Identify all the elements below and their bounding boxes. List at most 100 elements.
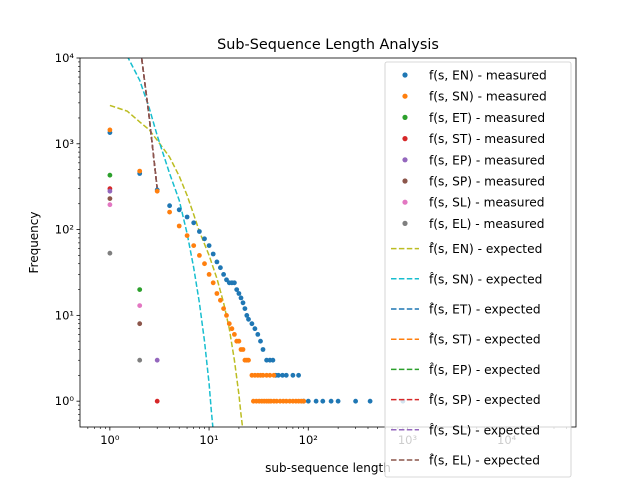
data-point-4 bbox=[154, 357, 160, 363]
data-point-0 bbox=[176, 207, 182, 213]
data-point-1 bbox=[214, 291, 220, 296]
data-point-0 bbox=[246, 316, 251, 322]
data-point-1 bbox=[260, 372, 266, 378]
data-point-0 bbox=[191, 220, 197, 226]
data-point-0 bbox=[258, 338, 263, 344]
legend: f(s, EN) - measured f(s, SN) - measured f(… bbox=[384, 61, 572, 478]
legend-box bbox=[384, 61, 572, 478]
y-tick-label: 10⁰ bbox=[55, 394, 75, 408]
legend-label: f(s, SL) - measured bbox=[429, 196, 544, 210]
legend-marker bbox=[402, 136, 408, 142]
data-point-1 bbox=[221, 306, 227, 311]
x-tick-label: 10² bbox=[299, 433, 318, 447]
y-tick-label: 10⁴ bbox=[55, 51, 75, 65]
legend-label: f̂(s, EL) - expected bbox=[429, 453, 540, 467]
data-point-0 bbox=[313, 398, 319, 404]
data-point-0 bbox=[240, 300, 246, 306]
legend-label: f̂(s, SL) - expected bbox=[429, 423, 540, 437]
data-point-1 bbox=[267, 372, 273, 378]
data-point-5 bbox=[137, 321, 143, 327]
data-point-0 bbox=[255, 332, 261, 337]
chart-title: Sub-Sequence Length Analysis bbox=[217, 37, 439, 53]
data-point-0 bbox=[320, 398, 326, 404]
data-point-1 bbox=[232, 332, 237, 337]
data-point-1 bbox=[264, 372, 269, 378]
data-point-0 bbox=[184, 214, 190, 220]
y-axis-label: Frequency bbox=[27, 212, 41, 274]
data-point-0 bbox=[367, 398, 373, 404]
data-point-0 bbox=[264, 357, 269, 363]
data-point-1 bbox=[191, 243, 197, 249]
data-point-0 bbox=[210, 251, 216, 257]
data-point-0 bbox=[236, 291, 242, 296]
data-point-0 bbox=[202, 236, 207, 242]
data-point-1 bbox=[184, 233, 190, 239]
legend-label: f(s, SP) - measured bbox=[429, 175, 545, 189]
legend-label: f(s, ST) - measured bbox=[429, 132, 545, 146]
data-point-2 bbox=[137, 287, 143, 292]
y-tick-label: 10¹ bbox=[55, 308, 74, 322]
data-point-0 bbox=[353, 398, 358, 404]
data-point-5 bbox=[107, 196, 113, 202]
data-point-1 bbox=[206, 272, 212, 277]
legend-label: f̂(s, ET) - expected bbox=[429, 302, 541, 316]
data-point-1 bbox=[137, 168, 143, 174]
legend-label: f(s, EP) - measured bbox=[429, 153, 545, 167]
measured-points bbox=[107, 127, 406, 404]
data-point-1 bbox=[240, 347, 246, 352]
data-point-1 bbox=[176, 223, 182, 229]
legend-label: f(s, ET) - measured bbox=[429, 111, 545, 125]
data-point-1 bbox=[274, 398, 279, 404]
data-point-0 bbox=[328, 398, 334, 404]
data-point-1 bbox=[271, 372, 277, 378]
data-point-0 bbox=[296, 372, 301, 378]
data-point-3 bbox=[154, 398, 160, 404]
data-point-0 bbox=[224, 277, 229, 283]
expected-line-1 bbox=[127, 58, 214, 427]
y-tick-label: 10² bbox=[55, 223, 74, 237]
data-point-0 bbox=[232, 280, 237, 286]
data-point-0 bbox=[218, 265, 223, 271]
data-point-0 bbox=[290, 372, 296, 378]
data-point-0 bbox=[335, 398, 341, 404]
data-point-0 bbox=[280, 372, 285, 378]
data-point-0 bbox=[242, 306, 248, 311]
data-point-1 bbox=[236, 338, 242, 344]
legend-marker bbox=[402, 178, 408, 184]
x-axis-label: sub-sequence length bbox=[265, 461, 391, 475]
expected-lines bbox=[109, 58, 244, 427]
data-point-0 bbox=[206, 243, 212, 249]
data-point-0 bbox=[244, 313, 250, 318]
data-point-0 bbox=[197, 229, 202, 234]
data-point-2 bbox=[107, 172, 113, 178]
legend-label: f̂(s, SN) - expected bbox=[429, 272, 542, 286]
data-point-1 bbox=[167, 209, 173, 215]
data-point-1 bbox=[107, 127, 113, 133]
data-point-1 bbox=[226, 321, 232, 327]
data-point-1 bbox=[301, 398, 307, 404]
data-point-6 bbox=[107, 202, 113, 208]
data-point-4 bbox=[107, 188, 113, 194]
data-point-1 bbox=[210, 280, 216, 286]
data-point-0 bbox=[167, 203, 173, 209]
x-tick-label: 10¹ bbox=[199, 433, 218, 447]
data-point-6 bbox=[137, 303, 143, 308]
data-point-7 bbox=[107, 250, 113, 256]
data-point-1 bbox=[224, 313, 229, 318]
legend-marker bbox=[402, 93, 408, 99]
legend-marker bbox=[402, 220, 408, 226]
expected-line-0 bbox=[109, 104, 244, 427]
legend-marker bbox=[402, 114, 408, 120]
data-point-1 bbox=[197, 253, 202, 258]
data-point-0 bbox=[270, 357, 276, 363]
data-point-1 bbox=[246, 357, 251, 363]
legend-label: f(s, EN) - measured bbox=[429, 69, 547, 83]
data-point-0 bbox=[276, 372, 281, 378]
expected-line-7 bbox=[140, 58, 158, 189]
data-point-1 bbox=[202, 261, 207, 267]
data-point-0 bbox=[238, 295, 244, 301]
data-point-0 bbox=[214, 259, 220, 265]
data-point-0 bbox=[283, 372, 289, 378]
data-point-0 bbox=[260, 347, 266, 352]
y-tick-label: 10³ bbox=[55, 137, 75, 151]
